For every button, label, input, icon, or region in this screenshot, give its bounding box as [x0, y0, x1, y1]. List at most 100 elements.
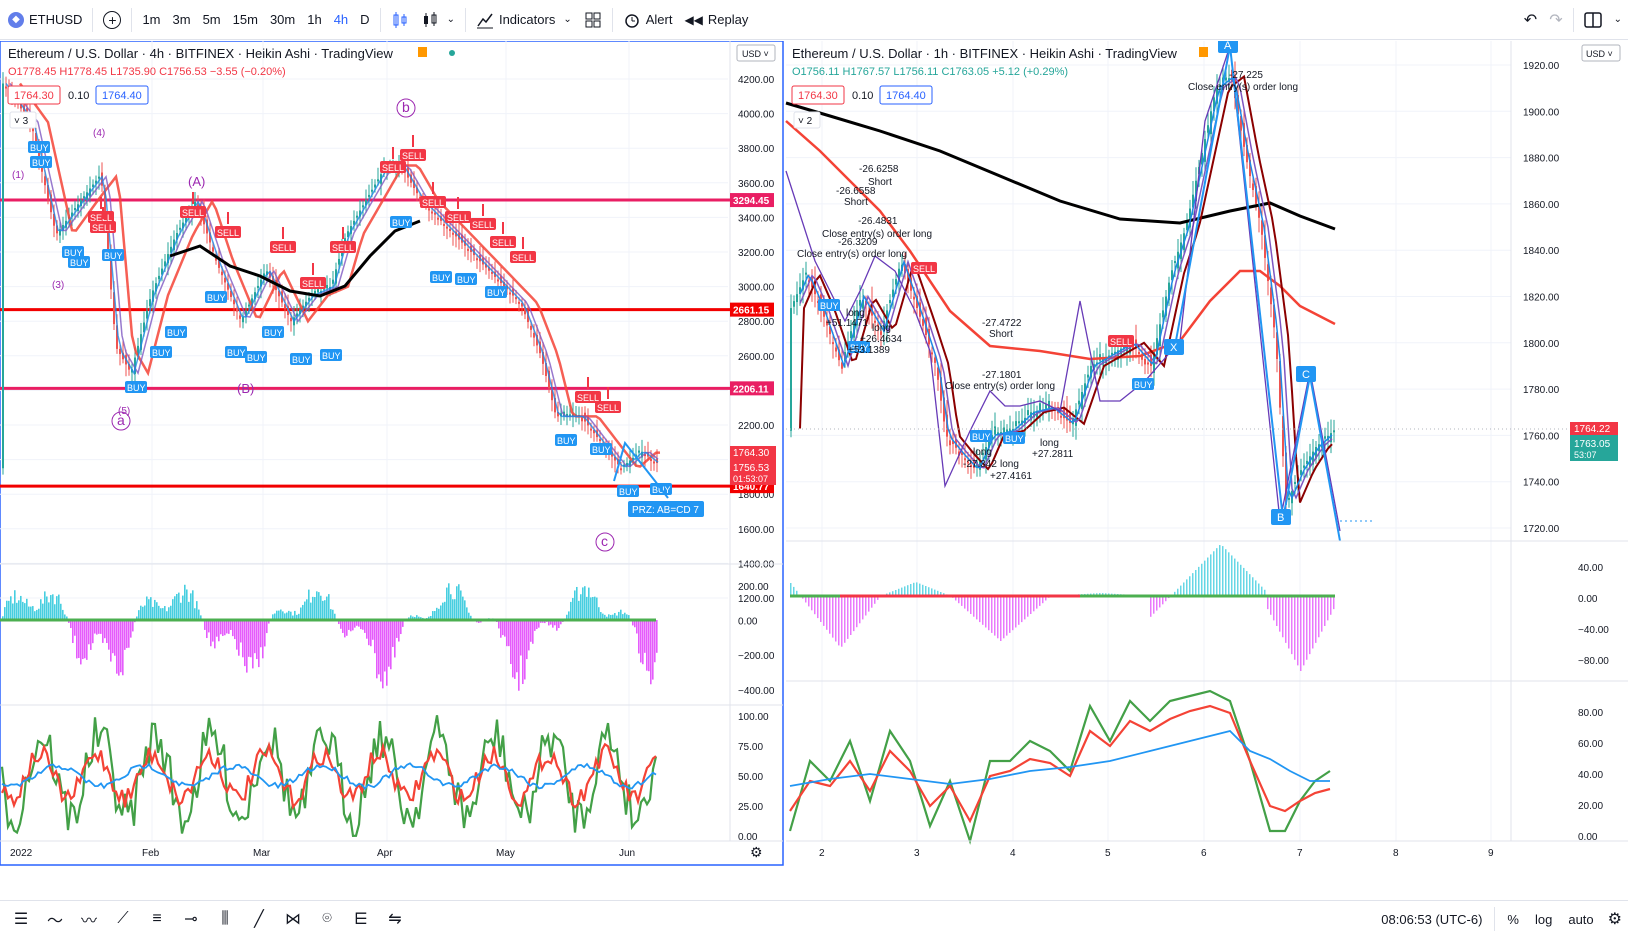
osc-histogram-bar: [1207, 558, 1209, 596]
interval-1h-button[interactable]: 1h: [301, 0, 327, 40]
osc-histogram-bar: [74, 620, 76, 636]
line-tool-icon[interactable]: ╱: [242, 902, 276, 936]
price-tick: 3400.00: [738, 213, 775, 224]
strategy-annotation: +51.1471: [826, 318, 868, 329]
osc-histogram-bar: [300, 608, 302, 620]
settings-button[interactable]: ⚙: [1602, 899, 1628, 939]
osc-histogram-bar: [52, 594, 54, 620]
interval-d-button[interactable]: D: [354, 0, 375, 40]
osc-histogram-bar: [308, 590, 310, 620]
position-icon[interactable]: ⇋: [378, 902, 412, 936]
candle-body: [179, 228, 181, 230]
interval-5m-button[interactable]: 5m: [197, 0, 227, 40]
candle-body: [149, 299, 151, 306]
compare-button[interactable]: +: [97, 0, 127, 40]
interval-15m-button[interactable]: 15m: [227, 0, 264, 40]
pattern-icon[interactable]: ⋈: [276, 902, 310, 936]
layout-button[interactable]: [1578, 0, 1608, 40]
right-chart-pane[interactable]: 1920.001900.001880.001860.001840.001820.…: [786, 41, 1628, 859]
osc-histogram-bar: [452, 599, 454, 620]
price-tick: 2600.00: [738, 352, 775, 363]
log-toggle[interactable]: log: [1527, 912, 1560, 927]
wave-label: (1): [12, 170, 24, 181]
osc-histogram-bar: [162, 608, 164, 620]
templates-button[interactable]: [578, 0, 608, 40]
auto-toggle[interactable]: auto: [1560, 912, 1601, 927]
osc-histogram-bar: [40, 599, 42, 620]
candle-body: [790, 308, 792, 431]
symbol-search[interactable]: ◆ ETHUSD: [0, 0, 88, 40]
osc-histogram-bar: [584, 586, 586, 620]
osc-tick: 80.00: [1578, 708, 1603, 719]
strategy-annotation: -26.3209: [838, 237, 878, 248]
osc-histogram-bar: [104, 620, 106, 638]
interval-3m-button[interactable]: 3m: [167, 0, 197, 40]
osc-histogram-bar: [520, 620, 522, 656]
elliott-wave-icon[interactable]: 〰: [72, 902, 106, 936]
time-tick: 7: [1297, 848, 1303, 859]
horizontal-line-icon[interactable]: ⊸: [174, 902, 208, 936]
candle-body: [1144, 359, 1146, 364]
price-tick: 4000.00: [738, 110, 775, 121]
chart-type-button[interactable]: [385, 0, 415, 40]
price-tick: 1880.00: [1523, 154, 1560, 165]
osc-histogram-bar: [1285, 596, 1287, 643]
osc-histogram-bar: [1213, 551, 1215, 596]
sell-marker-text: SELL: [182, 208, 204, 218]
alert-button[interactable]: Alert: [617, 0, 679, 40]
osc-histogram-bar: [1228, 552, 1230, 596]
osc-histogram-bar: [1252, 577, 1254, 596]
osc-histogram-bar: [979, 596, 981, 622]
fib-retracement-icon[interactable]: ≡: [140, 902, 174, 936]
candle-body: [239, 315, 241, 318]
osc-histogram-bar: [454, 599, 456, 620]
osc-histogram-bar: [835, 596, 837, 642]
osc-histogram-bar: [152, 607, 154, 620]
indicators-button[interactable]: Indicators ⌄: [470, 0, 578, 40]
osc-histogram-bar: [344, 620, 346, 637]
replay-button[interactable]: ◀◀ Replay: [678, 0, 754, 40]
osc-histogram-bar: [112, 620, 114, 653]
layout-dropdown[interactable]: ⌄: [1608, 0, 1628, 40]
osc-histogram-bar: [280, 610, 282, 620]
bar-style-button[interactable]: ⌄: [415, 0, 461, 40]
gann-fan-icon[interactable]: ⫼: [208, 902, 242, 936]
candle-body: [74, 208, 76, 210]
osc-histogram-bar: [76, 620, 78, 658]
ohlc-readout: O1778.45 H1778.45 L1735.90 C1756.53 −3.5…: [8, 66, 286, 78]
left-chart-pane[interactable]: 4200.004000.003800.003600.003400.003200.…: [0, 41, 783, 865]
osc-histogram-bar: [168, 607, 170, 620]
interval-1m-button[interactable]: 1m: [136, 0, 166, 40]
sell-marker-text: SELL: [272, 243, 294, 253]
osc-histogram-bar: [316, 591, 318, 620]
osc-histogram-bar: [254, 620, 256, 653]
osc-histogram-bar: [442, 603, 444, 620]
osc-histogram-bar: [42, 604, 44, 620]
osc-histogram-bar: [84, 620, 86, 658]
osc-histogram-bar: [386, 620, 388, 686]
gear-icon: ⚙: [1608, 909, 1622, 929]
interval-30m-button[interactable]: 30m: [264, 0, 301, 40]
osc-tick: 0.00: [1578, 594, 1598, 605]
osc-histogram-bar: [592, 597, 594, 620]
price-tick: 1840.00: [1523, 246, 1560, 257]
hamburger-menu-icon[interactable]: ☰: [4, 902, 38, 936]
candle-body: [431, 212, 433, 214]
candle-body: [599, 439, 601, 441]
osc-histogram-bar: [1012, 596, 1014, 630]
osc-histogram-bar: [982, 596, 984, 625]
interval-4h-button[interactable]: 4h: [328, 0, 354, 40]
redo-icon: ↷: [1549, 10, 1562, 30]
channel-icon[interactable]: ⋿: [344, 902, 378, 936]
chart-area[interactable]: 4200.004000.003800.003600.003400.003200.…: [0, 41, 1628, 899]
undo-button[interactable]: ↶: [1518, 0, 1543, 40]
osc-histogram-bar: [46, 596, 48, 620]
stoch-red-line: [790, 706, 1330, 821]
trend-line-icon[interactable]: ⟋: [106, 902, 140, 936]
buy-marker-text: BUY: [152, 348, 171, 358]
percent-toggle[interactable]: %: [1499, 912, 1527, 927]
redo-button[interactable]: ↷: [1543, 0, 1568, 40]
price-tick: 1900.00: [1523, 107, 1560, 118]
elliott-abc-icon[interactable]: 〜: [38, 902, 72, 936]
cycle-icon[interactable]: ⌾: [310, 902, 344, 936]
